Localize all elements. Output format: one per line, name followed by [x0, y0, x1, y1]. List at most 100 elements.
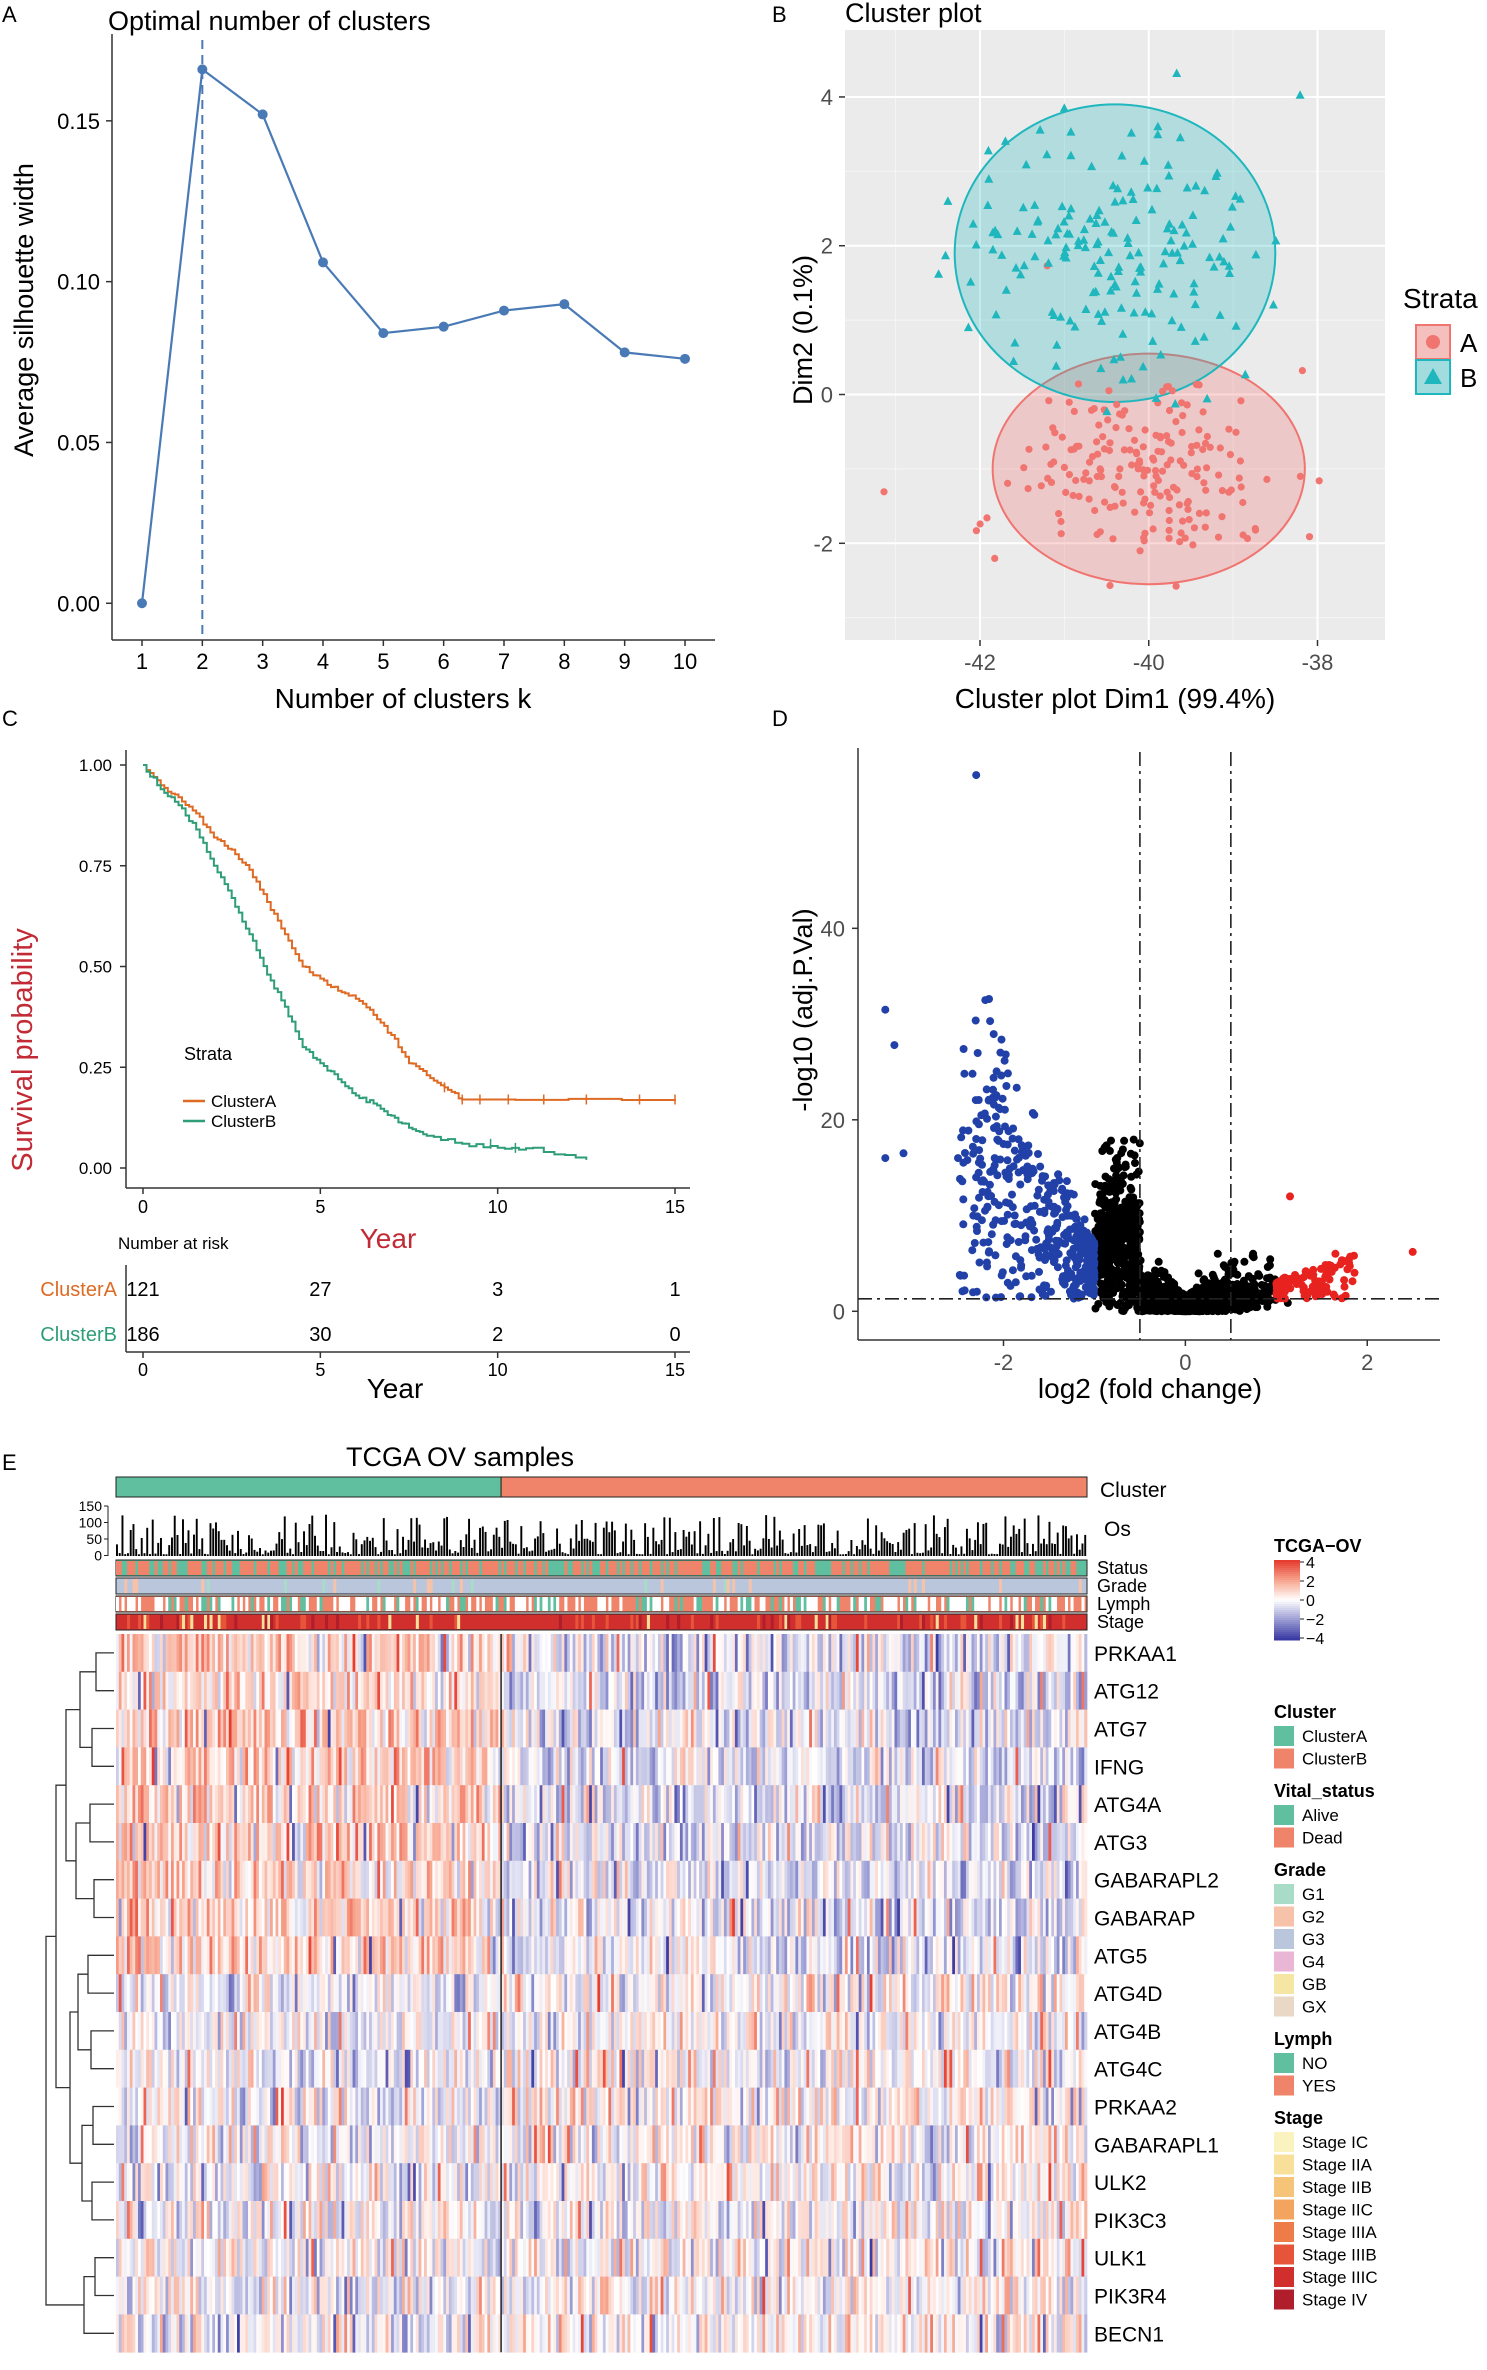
e-os-bar [869, 1548, 872, 1556]
e-heatmap-cell [261, 1671, 265, 1710]
b-point-B [1132, 288, 1141, 297]
e-heatmap-cell [930, 1634, 934, 1673]
e-os-bar [853, 1554, 856, 1556]
e-annotation-cell [314, 1561, 318, 1575]
e-heatmap-cell [932, 1634, 937, 1673]
e-annotation-cell [429, 1579, 433, 1593]
e-annotation-cell [1020, 1561, 1025, 1575]
e-annotation-cell [685, 1561, 689, 1575]
e-heatmap-cell [517, 1634, 521, 1673]
e-annotation-cell [690, 1561, 694, 1575]
e-heatmap-cell [344, 1709, 348, 1748]
e-annotation-cell [154, 1561, 158, 1575]
d-point [1033, 1191, 1042, 1200]
e-heatmap-cell [982, 1671, 986, 1710]
d-point [1340, 1282, 1349, 1291]
e-heatmap-cell [990, 1709, 994, 1748]
d-point [1060, 1280, 1069, 1289]
e-os-bar [396, 1529, 399, 1556]
e-annotation-cell [957, 1561, 961, 1575]
e-annotation-cell [476, 1561, 480, 1575]
e-heatmap-cell [932, 1671, 937, 1710]
e-annotation-cell [985, 1561, 989, 1575]
e-os-bar [1015, 1533, 1018, 1556]
e-os-tick-label: 50 [86, 1531, 102, 1547]
e-os-bar [960, 1546, 963, 1556]
e-heatmap-cell [602, 1671, 606, 1710]
e-heatmap-cell [267, 1671, 271, 1710]
e-os-bar [457, 1552, 460, 1556]
e-os-bar [718, 1517, 721, 1556]
e-os-bar [894, 1552, 897, 1556]
e-annotation-cell [600, 1597, 604, 1611]
e-heatmap-cell [333, 1709, 337, 1748]
e-os-bar [300, 1552, 303, 1556]
d-point [1117, 1214, 1126, 1223]
e-heatmap-cell [487, 1671, 491, 1710]
e-annotation-cell [1012, 1597, 1016, 1611]
d-point [1027, 1293, 1036, 1302]
e-heatmap-cell [1059, 1634, 1063, 1673]
e-heatmap-cell [682, 1709, 686, 1748]
e-annotation-cell [1015, 1615, 1019, 1629]
e-heatmap-cell [231, 1634, 235, 1673]
e-annotation-cell [1070, 1597, 1074, 1611]
d-point [1022, 1272, 1031, 1281]
d-point [1199, 1285, 1208, 1294]
e-heatmap-cell [701, 1671, 705, 1710]
e-annotation-cell [514, 1597, 518, 1611]
b-point-B [1093, 309, 1103, 318]
e-annotation-cell [602, 1561, 606, 1575]
e-heatmap-cell [184, 1709, 188, 1748]
e-annotation-cell [132, 1597, 136, 1611]
e-os-bar [281, 1539, 283, 1556]
e-heatmap-cell [264, 1709, 268, 1748]
d-point [968, 1142, 977, 1151]
e-heatmap-cell [402, 1709, 406, 1748]
e-heatmap-cell [517, 1671, 521, 1710]
e-heatmap-cell [138, 1671, 142, 1710]
d-point [1044, 1231, 1053, 1240]
b-point-B [1085, 214, 1095, 223]
d-point [1121, 1162, 1130, 1171]
e-annotation-cell [935, 1561, 939, 1575]
e-os-bar [905, 1530, 908, 1556]
e-annotation-cell [261, 1615, 265, 1629]
b-point-B [1177, 220, 1187, 229]
e-heatmap-cell [982, 1709, 986, 1748]
b-point-A [1158, 448, 1166, 456]
e-os-bar [363, 1540, 366, 1556]
d-point [1003, 1210, 1012, 1219]
b-point-B [1169, 225, 1179, 235]
e-heatmap-cell [426, 1709, 430, 1748]
e-heatmap-cell [1031, 1671, 1036, 1710]
e-annotation-cell [677, 1561, 681, 1575]
e-heatmap-cell [275, 1671, 279, 1710]
b-point-B [1114, 262, 1124, 271]
e-heatmap-cell [734, 1671, 739, 1710]
b-point-A [1074, 380, 1083, 388]
e-os-bar [424, 1539, 427, 1556]
e-annotation-cell [426, 1597, 430, 1611]
e-heatmap-cell [938, 1671, 942, 1710]
e-annotation-cell [443, 1597, 447, 1611]
e-heatmap-cell [567, 1671, 571, 1710]
e-heatmap-cell [281, 1709, 285, 1748]
e-os-bar [864, 1544, 867, 1556]
e-heatmap-cell [283, 1634, 287, 1673]
e-heatmap-cell [127, 1671, 131, 1710]
b-point-B [1227, 202, 1237, 211]
e-os-bar [1001, 1544, 1004, 1556]
e-heatmap-cell [476, 1634, 480, 1673]
e-annotation-cell [525, 1561, 529, 1575]
b-point-A [1118, 411, 1126, 419]
e-os-bar [149, 1554, 151, 1556]
e-os-bar [605, 1521, 608, 1556]
e-heatmap-cell [712, 1634, 716, 1673]
b-point-B [1056, 312, 1066, 321]
e-heatmap-cell [924, 1709, 928, 1748]
e-annotation-cell [275, 1615, 279, 1629]
e-os-bar [825, 1551, 828, 1556]
e-heatmap-cell [407, 1709, 411, 1748]
